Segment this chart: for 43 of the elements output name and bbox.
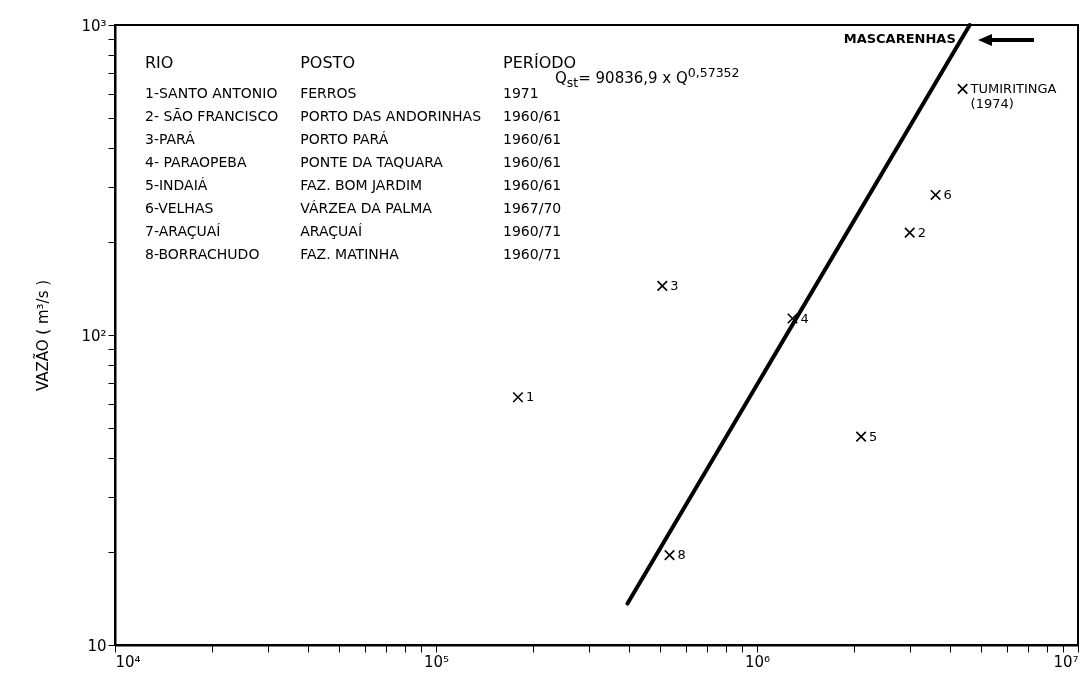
annotation: 8-BORRACHUDO: [145, 246, 261, 262]
annotation: 1960/61: [503, 108, 563, 124]
y-tick-label: 10³: [81, 16, 107, 35]
annotation: 1960/61: [503, 131, 563, 147]
annotation: 6: [943, 186, 952, 202]
annotation: 4: [800, 310, 809, 326]
x-tick-label: 10⁶: [744, 652, 771, 671]
annotation: FERROS: [300, 85, 358, 101]
annotation: 1960/71: [503, 223, 563, 239]
annotation: 1960/71: [503, 246, 563, 262]
annotation: 1960/61: [503, 177, 563, 193]
annotation: PORTO PARÁ: [300, 131, 390, 147]
x-tick-label: 10⁷: [1053, 652, 1079, 671]
annotation: RIO: [145, 53, 175, 72]
x-tick-label: 10⁵: [423, 652, 450, 671]
annotation: PORTO DAS ANDORINHAS: [300, 108, 482, 124]
annotation: FAZ. BOM JARDIM: [300, 177, 424, 193]
y-tick-label: 10: [87, 636, 107, 655]
annotation: 6-VELHAS: [145, 200, 215, 216]
annotation: 2- SÃO FRANCISCO: [145, 108, 279, 124]
annotation: 1960/61: [503, 154, 563, 170]
annotation: 8: [677, 547, 686, 563]
y-tick-label: 10²: [81, 326, 107, 345]
annotation: 5: [869, 428, 878, 444]
annotation: 1: [525, 389, 535, 405]
annotation: POSTO: [300, 53, 356, 72]
annotation: MASCARENHAS: [843, 31, 956, 46]
annotation: 3: [670, 277, 679, 293]
annotation: ARAÇUAÍ: [300, 223, 363, 239]
annotation: 1-SANTO ANTONIO: [145, 85, 279, 101]
annotation: PONTE DA TAQUARA: [300, 154, 444, 170]
annotation: 5-INDAIÁ: [145, 177, 209, 193]
annotation: 1971: [503, 85, 539, 101]
annotation: VÁRZEA DA PALMA: [300, 200, 433, 216]
annotation: 4- PARAOPEBA: [145, 154, 248, 170]
annotation: 1967/70: [503, 200, 563, 216]
annotation: TUMIRITINGA (1974): [969, 80, 1057, 111]
annotation: 2: [917, 224, 926, 240]
annotation: 7-ARAÇUAÍ: [145, 223, 222, 239]
x-tick-label: 10⁴: [115, 652, 141, 671]
annotation: FAZ. MATINHA: [300, 246, 400, 262]
y-axis-title: VAZÃO ( m³/s ): [33, 279, 53, 392]
annotation: 3-PARÁ: [145, 131, 196, 147]
